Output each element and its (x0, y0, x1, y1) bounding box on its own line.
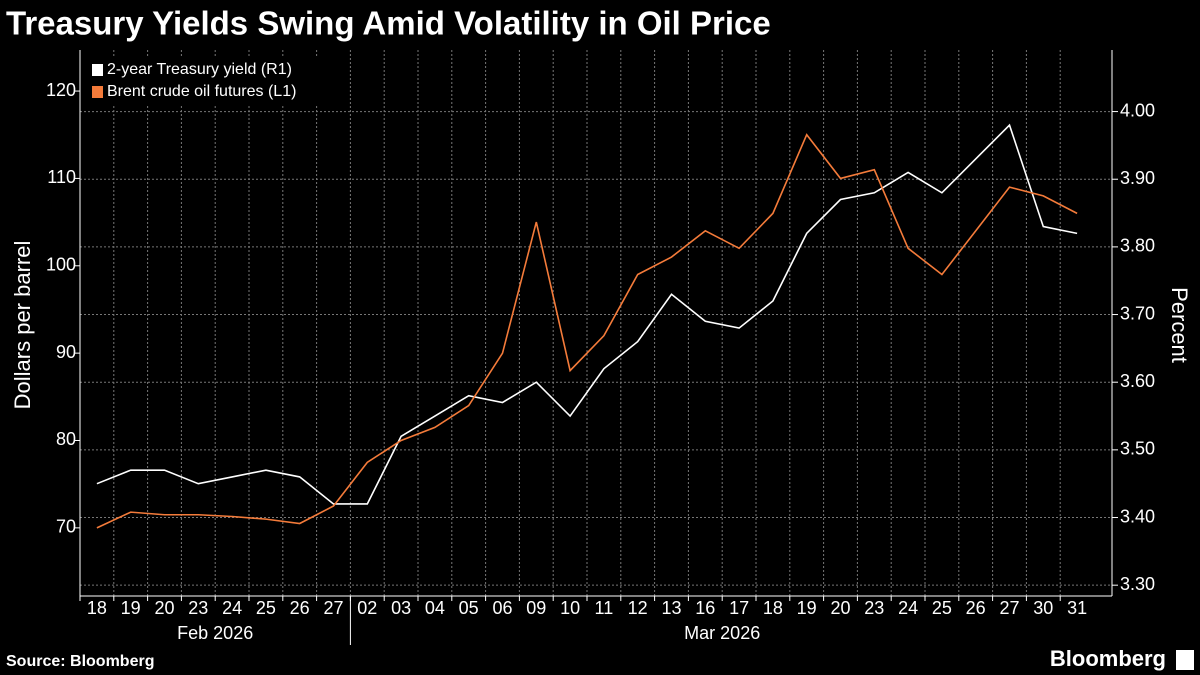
y-tick-label: 110 (47, 167, 76, 187)
series-line (96, 133, 1078, 529)
x-tick-label: 18 (87, 598, 107, 618)
x-group-label: Mar 2026 (684, 623, 760, 643)
y2-tick-label: 3.70 (1120, 303, 1155, 323)
x-tick-label: 18 (763, 598, 783, 618)
x-tick-label: 26 (290, 598, 310, 618)
legend-swatch (92, 86, 103, 98)
y-tick-label: 100 (46, 255, 76, 275)
x-tick-label: 05 (459, 598, 479, 618)
legend-label: 2-year Treasury yield (R1) (107, 61, 292, 78)
x-tick-label: 23 (864, 598, 884, 618)
x-tick-label: 02 (357, 598, 377, 618)
x-tick-label: 12 (628, 598, 648, 618)
source: Source: Bloomberg (6, 653, 154, 670)
x-tick-label: 26 (966, 598, 986, 618)
y-tick-label: 120 (46, 80, 76, 100)
legend-label: Brent crude oil futures (L1) (107, 83, 296, 100)
x-tick-label: 17 (729, 598, 749, 618)
x-group-label: Feb 2026 (177, 623, 253, 643)
x-tick-label: 25 (932, 598, 952, 618)
y2-tick-label: 3.90 (1120, 168, 1155, 188)
brand-icon (1176, 650, 1194, 670)
x-tick-label: 13 (661, 598, 681, 618)
y-axis-label: Dollars per barrel (10, 241, 35, 410)
x-tick-label: 04 (425, 598, 445, 618)
x-tick-label: 11 (595, 598, 614, 618)
y2-tick-label: 3.50 (1120, 439, 1155, 459)
brand: Bloomberg (1050, 646, 1166, 671)
x-tick-label: 24 (898, 598, 918, 618)
x-tick-label: 16 (695, 598, 715, 618)
x-tick-label: 30 (1033, 598, 1053, 618)
y-tick-label: 80 (56, 429, 76, 449)
x-tick-label: 27 (999, 598, 1019, 618)
x-tick-label: 10 (560, 598, 580, 618)
y2-axis-label: Percent (1167, 287, 1192, 363)
y-tick-label: 70 (56, 517, 76, 537)
x-tick-label: 27 (323, 598, 343, 618)
chart-title: Treasury Yields Swing Amid Volatility in… (6, 5, 771, 42)
x-tick-label: 19 (797, 598, 817, 618)
x-tick-label: 09 (526, 598, 546, 618)
y2-tick-label: 3.40 (1120, 506, 1155, 526)
y2-tick-label: 3.80 (1120, 236, 1155, 256)
x-tick-label: 19 (121, 598, 141, 618)
legend-box (86, 56, 344, 104)
x-tick-label: 23 (188, 598, 208, 618)
y-tick-label: 90 (56, 342, 76, 362)
x-tick-label: 06 (492, 598, 512, 618)
x-tick-label: 31 (1067, 598, 1087, 618)
x-tick-label: 20 (154, 598, 174, 618)
y2-tick-label: 3.30 (1120, 574, 1155, 594)
legend-swatch (92, 64, 103, 76)
y2-tick-label: 3.60 (1120, 371, 1155, 391)
x-tick-label: 24 (222, 598, 242, 618)
x-tick-label: 03 (391, 598, 411, 618)
y2-tick-label: 4.00 (1120, 100, 1155, 120)
x-tick-label: 20 (830, 598, 850, 618)
x-tick-label: 25 (256, 598, 276, 618)
series-line (96, 123, 1078, 505)
